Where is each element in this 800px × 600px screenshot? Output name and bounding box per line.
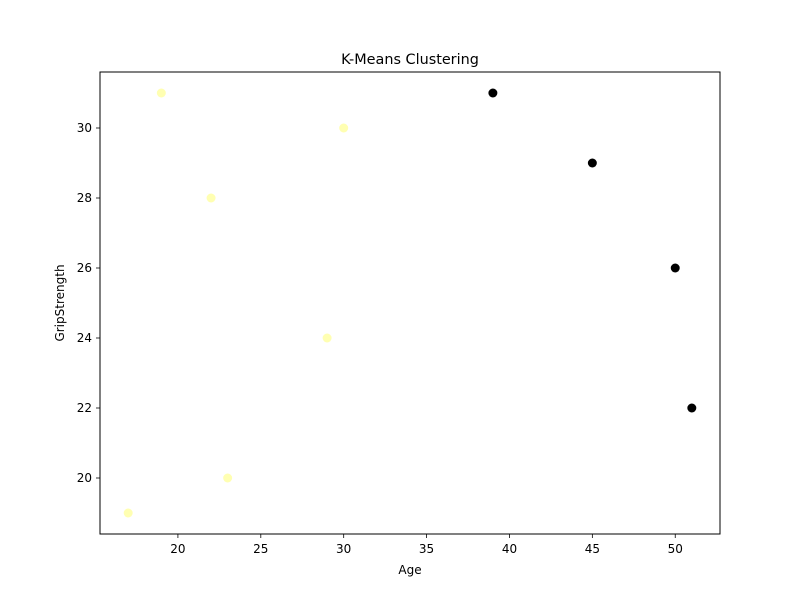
- cluster-0-point: [206, 193, 216, 203]
- x-tick-label: 35: [419, 542, 434, 556]
- cluster-1-point: [587, 158, 597, 168]
- y-tick-label: 22: [77, 401, 92, 415]
- y-tick-label: 30: [77, 121, 92, 135]
- cluster-1-point: [488, 88, 498, 98]
- x-tick-label: 40: [502, 542, 517, 556]
- chart-title: K-Means Clustering: [341, 52, 479, 68]
- x-tick-label: 45: [585, 542, 600, 556]
- x-tick-label: 20: [170, 542, 185, 556]
- cluster-0-point: [123, 508, 133, 518]
- cluster-1-point: [670, 263, 680, 273]
- y-tick-label: 20: [77, 471, 92, 485]
- cluster-1-point: [687, 403, 697, 413]
- y-axis-label: GripStrength: [53, 264, 67, 341]
- y-tick-label: 26: [77, 261, 92, 275]
- axis-ticks: 20 25 30 35 40 45 50 20 22 24 26 28 30: [77, 121, 683, 556]
- y-tick-label: 28: [77, 191, 92, 205]
- x-tick-label: 30: [336, 542, 351, 556]
- cluster-0-point: [322, 333, 332, 343]
- y-tick-label: 24: [77, 331, 92, 345]
- cluster-0-point: [339, 123, 349, 133]
- plot-frame: [99, 71, 721, 535]
- cluster-0-point: [223, 473, 233, 483]
- x-tick-label: 25: [253, 542, 268, 556]
- cluster-0-point: [156, 88, 166, 98]
- data-points: [123, 88, 697, 518]
- x-tick-label: 50: [668, 542, 683, 556]
- x-axis-label: Age: [398, 563, 421, 577]
